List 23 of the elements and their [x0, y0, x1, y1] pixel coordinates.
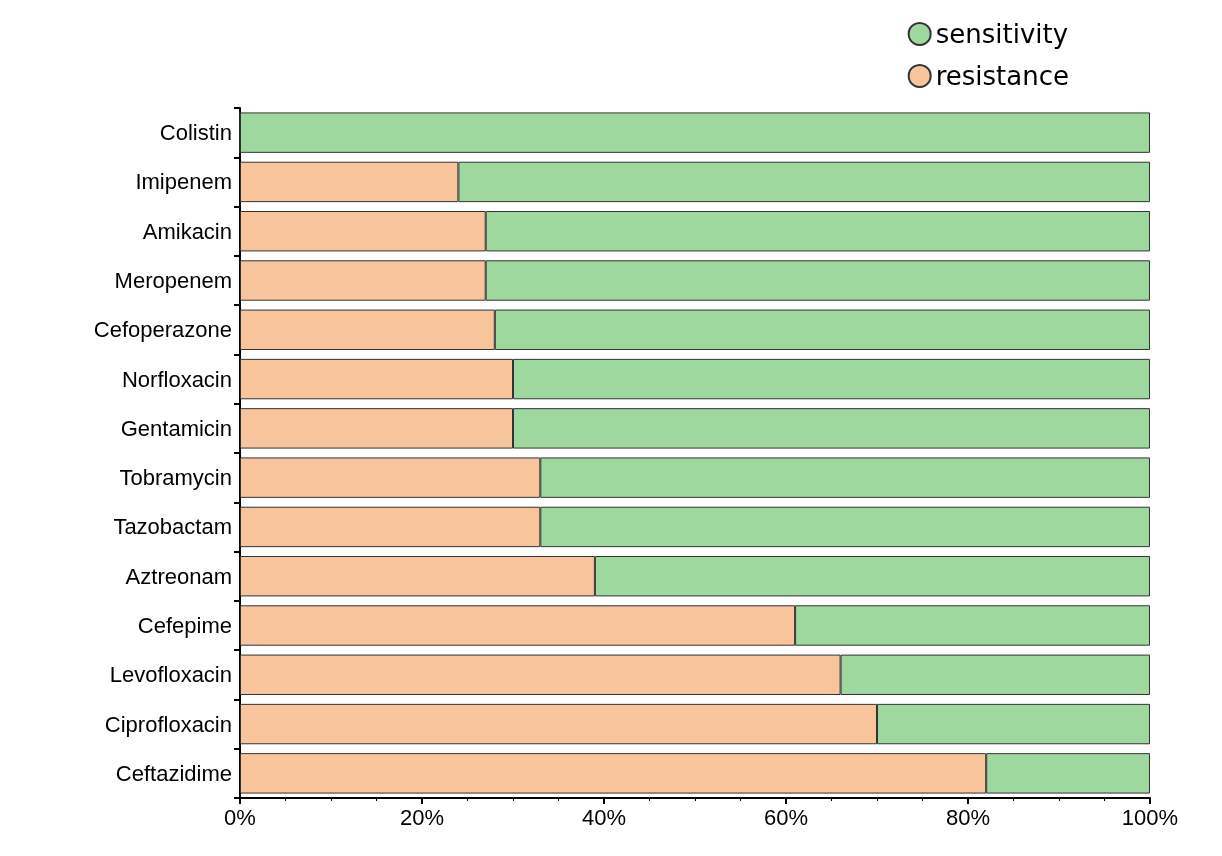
y-tick-label: Cefepime — [137, 613, 232, 638]
y-tick-label: Aztreonam — [125, 563, 232, 589]
y-tick-label: Cefoperazone — [93, 317, 232, 343]
y-tick-label: Ceftazidime — [115, 760, 232, 786]
x-tick-label: 80% — [945, 804, 991, 830]
y-tick-label: Gentamicin — [120, 415, 232, 441]
y-tick-label: Meropenem — [114, 268, 232, 293]
x-tick-label: 40% — [581, 804, 627, 830]
bar — [240, 112, 1150, 153]
x-tick-label: 0% — [224, 804, 256, 830]
y-tick-label: Tobramycin — [119, 465, 232, 491]
y-tick-label: Amikacin — [142, 218, 232, 244]
y-tick-label: Tazobactam — [113, 514, 232, 540]
y-tick-label: Imipenem — [135, 169, 232, 195]
legend-label: sensitivity — [935, 19, 1069, 49]
y-tick-label: Ciprofloxacin — [104, 711, 232, 737]
y-tick-label: Levofloxacin — [109, 662, 232, 688]
x-tick-label: 20% — [399, 804, 445, 830]
y-tick-label: Norfloxacin — [121, 366, 232, 392]
x-tick-label: 60% — [763, 804, 809, 830]
y-tick-label: Colistin — [159, 120, 232, 146]
x-tick-label: 100% — [1121, 804, 1179, 830]
legend-label: resistance — [935, 61, 1069, 91]
